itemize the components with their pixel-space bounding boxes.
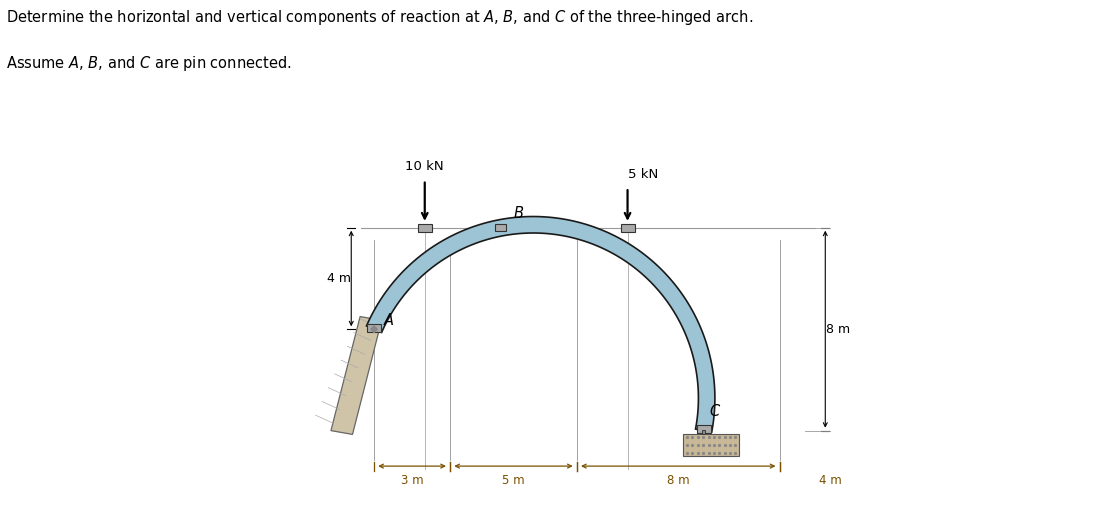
Text: 8 m: 8 m xyxy=(667,474,689,487)
Text: Determine the horizontal and vertical components of reaction at $A$, $B$, and $C: Determine the horizontal and vertical co… xyxy=(6,8,752,27)
Text: 8 m: 8 m xyxy=(826,323,850,336)
Text: 5 m: 5 m xyxy=(502,474,525,487)
Polygon shape xyxy=(371,326,377,332)
Text: 4 m: 4 m xyxy=(818,474,842,487)
Bar xyxy=(495,224,506,232)
Text: 3 m: 3 m xyxy=(400,474,424,487)
Text: Assume $A$, $B$, and $C$ are pin connected.: Assume $A$, $B$, and $C$ are pin connect… xyxy=(6,54,291,73)
Bar xyxy=(702,430,706,434)
Polygon shape xyxy=(366,217,715,432)
Text: $C$: $C$ xyxy=(708,403,721,419)
Bar xyxy=(697,425,710,433)
Text: $A$: $A$ xyxy=(383,312,395,328)
Polygon shape xyxy=(684,434,739,456)
Bar xyxy=(621,224,634,232)
Text: 4 m: 4 m xyxy=(326,272,351,285)
Polygon shape xyxy=(331,316,382,434)
Text: $B$: $B$ xyxy=(514,205,525,221)
Bar xyxy=(367,324,381,332)
Text: 5 kN: 5 kN xyxy=(628,168,657,181)
Bar xyxy=(418,224,431,232)
Text: 10 kN: 10 kN xyxy=(406,160,445,173)
